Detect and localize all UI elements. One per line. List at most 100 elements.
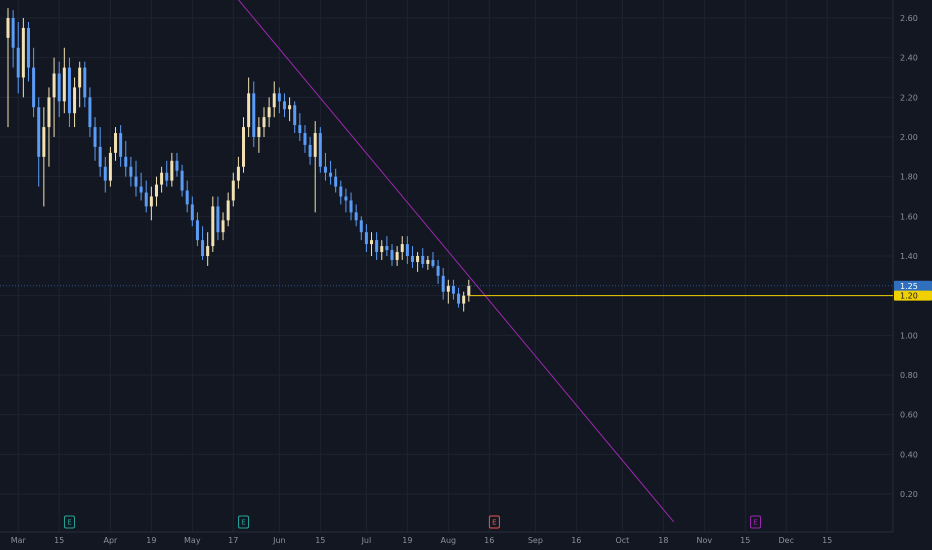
candle bbox=[313, 121, 317, 213]
candle bbox=[16, 21, 20, 94]
candle-body bbox=[216, 206, 220, 233]
event-marker-box bbox=[238, 515, 250, 529]
candle bbox=[390, 244, 394, 266]
candle bbox=[436, 259, 440, 284]
time-tick-label: 16 bbox=[571, 536, 581, 545]
event-marker-letter: E bbox=[492, 519, 496, 527]
time-axis[interactable]: Mar 15 Apr 19 May 17 Jun 15 Jul 19 Aug 16 Sep 16 Oct 18… bbox=[11, 536, 833, 545]
candle-body bbox=[441, 275, 445, 292]
price-tick-label: 1.80 bbox=[900, 173, 918, 182]
time-tick-label: Jul bbox=[361, 536, 372, 545]
candle-body bbox=[359, 220, 363, 233]
candle-body bbox=[364, 232, 368, 245]
candle bbox=[262, 107, 266, 137]
candle-body bbox=[190, 204, 194, 221]
candle-body bbox=[221, 220, 225, 233]
candle bbox=[236, 156, 240, 189]
candle-body bbox=[211, 206, 215, 247]
time-tick-label: Mar bbox=[11, 536, 27, 545]
time-tick-label: 19 bbox=[146, 536, 156, 545]
candle bbox=[98, 127, 102, 177]
candle-body bbox=[277, 93, 281, 102]
event-marker-letter: E bbox=[753, 519, 757, 527]
candle-body bbox=[114, 133, 118, 153]
candle bbox=[329, 160, 333, 185]
candle bbox=[446, 279, 450, 304]
candle-body bbox=[318, 133, 322, 167]
candle-body bbox=[52, 73, 56, 98]
candle bbox=[226, 192, 230, 227]
candle bbox=[293, 101, 297, 134]
candle bbox=[405, 236, 409, 264]
candle bbox=[6, 8, 10, 128]
candle bbox=[354, 204, 358, 227]
candle bbox=[103, 156, 107, 193]
candle bbox=[108, 146, 112, 187]
candle-body bbox=[206, 246, 210, 256]
candle-body bbox=[349, 200, 353, 213]
candle bbox=[57, 61, 61, 118]
candle-body bbox=[446, 285, 450, 292]
candle-body bbox=[247, 93, 251, 128]
price-tick-label: 2.20 bbox=[900, 93, 918, 102]
candle-body bbox=[231, 180, 235, 201]
candle bbox=[93, 117, 97, 161]
candle-body bbox=[462, 295, 466, 304]
candle bbox=[195, 212, 199, 247]
earnings-event-icon[interactable]: E bbox=[750, 515, 762, 529]
candle bbox=[52, 57, 56, 137]
time-tick-label: Aug bbox=[441, 536, 457, 545]
time-tick-label: Apr bbox=[103, 536, 118, 545]
candle-body bbox=[288, 105, 292, 110]
price-tick-label: 1.00 bbox=[900, 331, 918, 340]
candle-body bbox=[242, 127, 246, 167]
candle bbox=[216, 196, 220, 241]
candle bbox=[323, 152, 327, 181]
trendline-layer bbox=[237, 0, 674, 523]
candle bbox=[165, 160, 169, 187]
candle bbox=[359, 216, 363, 241]
candle-body bbox=[154, 184, 158, 197]
earnings-event-icon[interactable]: E bbox=[63, 515, 75, 529]
candle bbox=[426, 256, 430, 270]
candle-body bbox=[170, 160, 174, 181]
candle bbox=[119, 125, 123, 167]
candle-body bbox=[165, 172, 169, 181]
time-tick-label: 17 bbox=[228, 536, 238, 545]
time-tick-label: 15 bbox=[54, 536, 64, 545]
candle bbox=[26, 21, 30, 82]
candle bbox=[400, 236, 404, 260]
candle bbox=[457, 287, 461, 308]
candle bbox=[242, 117, 246, 173]
candle-body bbox=[42, 127, 46, 157]
trendline bbox=[237, 0, 674, 523]
candle bbox=[462, 291, 466, 312]
candle-body bbox=[73, 87, 77, 114]
candle-body bbox=[267, 107, 271, 118]
candle bbox=[21, 18, 25, 98]
candle bbox=[375, 232, 379, 260]
candle-body bbox=[6, 18, 10, 38]
candles bbox=[6, 8, 471, 312]
time-tick-label: Sep bbox=[528, 536, 543, 545]
candle bbox=[83, 61, 87, 108]
candle-body bbox=[416, 256, 420, 262]
candle bbox=[78, 61, 82, 108]
candle-body bbox=[467, 285, 471, 296]
candle-body bbox=[98, 146, 102, 167]
candle bbox=[47, 87, 51, 167]
candle-body bbox=[201, 240, 205, 256]
candle-body bbox=[83, 67, 87, 98]
earnings-event-icon[interactable]: E bbox=[488, 515, 500, 529]
event-marker-box bbox=[750, 515, 762, 529]
candle-body bbox=[344, 196, 348, 201]
candle bbox=[431, 252, 435, 268]
candle-body bbox=[334, 176, 338, 187]
candle-body bbox=[252, 93, 256, 137]
candle-body bbox=[257, 127, 261, 137]
candle bbox=[282, 93, 286, 118]
candle bbox=[114, 127, 118, 161]
earnings-event-icon[interactable]: E bbox=[238, 515, 250, 529]
